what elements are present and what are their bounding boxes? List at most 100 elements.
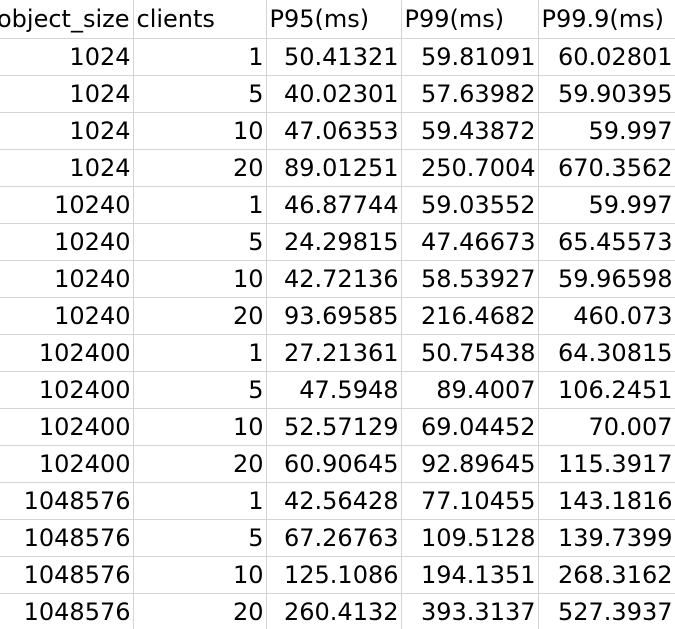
p95-cell[interactable]: 260.4132 xyxy=(266,593,402,629)
p95-cell[interactable]: 42.72136 xyxy=(266,260,402,298)
p99-9-cell[interactable]: 70.007 xyxy=(538,408,675,446)
p99-9-cell[interactable]: 527.3937 xyxy=(538,593,675,629)
p99-9-cell[interactable]: 106.2451 xyxy=(538,371,675,409)
clients-cell[interactable]: 20 xyxy=(133,445,267,483)
p95-cell[interactable]: 47.06353 xyxy=(266,112,402,150)
p99-9-cell[interactable]: 670.3562 xyxy=(538,149,675,187)
clients-cell[interactable]: 10 xyxy=(133,260,267,298)
p99-9-cell[interactable]: 59.96598 xyxy=(538,260,675,298)
clients-cell[interactable]: 10 xyxy=(133,112,267,150)
header-cell-object-size[interactable]: object_size xyxy=(0,0,134,39)
p95-cell[interactable]: 89.01251 xyxy=(266,149,402,187)
clients-cell[interactable]: 20 xyxy=(133,149,267,187)
p99-cell[interactable]: 250.7004 xyxy=(401,149,539,187)
header-cell-p99-9[interactable]: P99.9(ms) xyxy=(538,0,675,39)
p95-cell[interactable]: 47.5948 xyxy=(266,371,402,409)
p95-cell[interactable]: 50.41321 xyxy=(266,38,402,76)
p99-9-cell[interactable]: 60.02801 xyxy=(538,38,675,76)
p99-cell[interactable]: 59.43872 xyxy=(401,112,539,150)
object-size-cell[interactable]: 10240 xyxy=(0,186,134,224)
table-row: 1024 10 47.06353 59.43872 59.997 xyxy=(0,112,675,150)
object-size-cell[interactable]: 1024 xyxy=(0,38,134,76)
header-cell-clients[interactable]: clients xyxy=(133,0,267,39)
p95-cell[interactable]: 52.57129 xyxy=(266,408,402,446)
object-size-cell[interactable]: 1048576 xyxy=(0,556,134,594)
p99-cell[interactable]: 50.75438 xyxy=(401,334,539,372)
p99-9-cell[interactable]: 268.3162 xyxy=(538,556,675,594)
clients-cell[interactable]: 5 xyxy=(133,371,267,409)
p99-9-cell[interactable]: 59.90395 xyxy=(538,75,675,113)
p99-cell[interactable]: 216.4682 xyxy=(401,297,539,335)
p99-cell[interactable]: 59.81091 xyxy=(401,38,539,76)
clients-cell[interactable]: 1 xyxy=(133,334,267,372)
object-size-cell[interactable]: 1024 xyxy=(0,149,134,187)
table-row: 102400 10 52.57129 69.04452 70.007 xyxy=(0,408,675,446)
p95-cell[interactable]: 40.02301 xyxy=(266,75,402,113)
clients-cell[interactable]: 5 xyxy=(133,519,267,557)
table-row: 1048576 5 67.26763 109.5128 139.7399 xyxy=(0,519,675,557)
table-row: 102400 5 47.5948 89.4007 106.2451 xyxy=(0,371,675,409)
p99-cell[interactable]: 47.46673 xyxy=(401,223,539,261)
p99-9-cell[interactable]: 64.30815 xyxy=(538,334,675,372)
object-size-cell[interactable]: 1048576 xyxy=(0,482,134,520)
object-size-cell[interactable]: 10240 xyxy=(0,297,134,335)
p95-cell[interactable]: 27.21361 xyxy=(266,334,402,372)
object-size-cell[interactable]: 10240 xyxy=(0,260,134,298)
p99-cell[interactable]: 57.63982 xyxy=(401,75,539,113)
p99-9-cell[interactable]: 139.7399 xyxy=(538,519,675,557)
p99-9-cell[interactable]: 59.997 xyxy=(538,186,675,224)
p95-cell[interactable]: 67.26763 xyxy=(266,519,402,557)
p99-cell[interactable]: 59.03552 xyxy=(401,186,539,224)
p95-cell[interactable]: 24.29815 xyxy=(266,223,402,261)
p99-9-cell[interactable]: 59.997 xyxy=(538,112,675,150)
object-size-cell[interactable]: 10240 xyxy=(0,223,134,261)
object-size-cell[interactable]: 102400 xyxy=(0,408,134,446)
object-size-cell[interactable]: 102400 xyxy=(0,334,134,372)
table-row: 1048576 1 42.56428 77.10455 143.1816 xyxy=(0,482,675,520)
object-size-cell[interactable]: 1024 xyxy=(0,75,134,113)
p99-cell[interactable]: 77.10455 xyxy=(401,482,539,520)
p99-cell[interactable]: 89.4007 xyxy=(401,371,539,409)
clients-cell[interactable]: 20 xyxy=(133,593,267,629)
p99-9-cell[interactable]: 65.45573 xyxy=(538,223,675,261)
object-size-cell[interactable]: 1024 xyxy=(0,112,134,150)
table-row: 1024 1 50.41321 59.81091 60.02801 xyxy=(0,38,675,76)
object-size-cell[interactable]: 1048576 xyxy=(0,593,134,629)
p95-cell[interactable]: 42.56428 xyxy=(266,482,402,520)
table-row: 10240 5 24.29815 47.46673 65.45573 xyxy=(0,223,675,261)
p99-cell[interactable]: 58.53927 xyxy=(401,260,539,298)
table-row: 1048576 20 260.4132 393.3137 527.3937 xyxy=(0,593,675,629)
clients-cell[interactable]: 1 xyxy=(133,186,267,224)
object-size-cell[interactable]: 102400 xyxy=(0,371,134,409)
table-row: 1048576 10 125.1086 194.1351 268.3162 xyxy=(0,556,675,594)
p99-cell[interactable]: 109.5128 xyxy=(401,519,539,557)
object-size-cell[interactable]: 102400 xyxy=(0,445,134,483)
table-row: 102400 1 27.21361 50.75438 64.30815 xyxy=(0,334,675,372)
p95-cell[interactable]: 60.90645 xyxy=(266,445,402,483)
object-size-cell[interactable]: 1048576 xyxy=(0,519,134,557)
clients-cell[interactable]: 10 xyxy=(133,556,267,594)
clients-cell[interactable]: 10 xyxy=(133,408,267,446)
table-row: 10240 20 93.69585 216.4682 460.073 xyxy=(0,297,675,335)
p99-cell[interactable]: 393.3137 xyxy=(401,593,539,629)
header-cell-p95[interactable]: P95(ms) xyxy=(266,0,402,39)
p99-9-cell[interactable]: 460.073 xyxy=(538,297,675,335)
table-row: 10240 1 46.87744 59.03552 59.997 xyxy=(0,186,675,224)
p99-9-cell[interactable]: 115.3917 xyxy=(538,445,675,483)
clients-cell[interactable]: 20 xyxy=(133,297,267,335)
clients-cell[interactable]: 1 xyxy=(133,38,267,76)
header-cell-p99[interactable]: P99(ms) xyxy=(401,0,539,39)
p95-cell[interactable]: 46.87744 xyxy=(266,186,402,224)
table-row: 102400 20 60.90645 92.89645 115.3917 xyxy=(0,445,675,483)
p99-cell[interactable]: 92.89645 xyxy=(401,445,539,483)
p99-cell[interactable]: 194.1351 xyxy=(401,556,539,594)
p95-cell[interactable]: 125.1086 xyxy=(266,556,402,594)
p95-cell[interactable]: 93.69585 xyxy=(266,297,402,335)
clients-cell[interactable]: 5 xyxy=(133,223,267,261)
p99-cell[interactable]: 69.04452 xyxy=(401,408,539,446)
p99-9-cell[interactable]: 143.1816 xyxy=(538,482,675,520)
clients-cell[interactable]: 5 xyxy=(133,75,267,113)
clients-cell[interactable]: 1 xyxy=(133,482,267,520)
